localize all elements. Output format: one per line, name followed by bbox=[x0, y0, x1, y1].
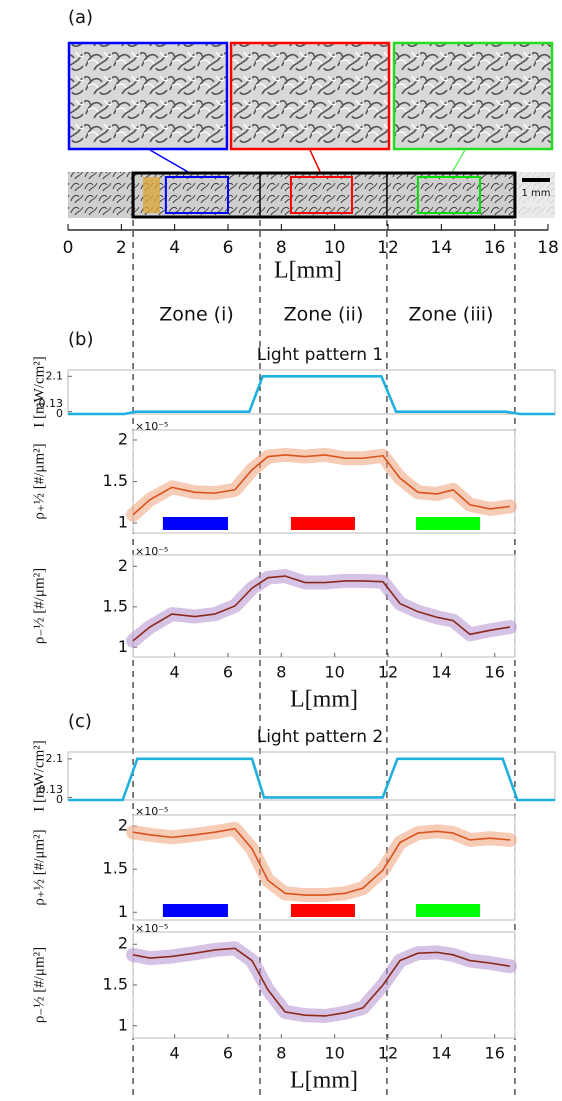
chart-title: Light pattern 1 bbox=[257, 345, 384, 365]
y-axis-label: ρ₊½ [#/μm²] bbox=[31, 829, 47, 905]
x-axis-label: L[mm] bbox=[290, 687, 358, 713]
plot-frame bbox=[133, 555, 515, 657]
x-tick-label: 6 bbox=[223, 238, 234, 258]
highlight bbox=[416, 517, 480, 530]
x-tick-label: 16 bbox=[485, 1044, 505, 1063]
highlight bbox=[163, 517, 228, 530]
x-tick-label: 8 bbox=[276, 663, 286, 682]
zone-label: Zone (i) bbox=[159, 304, 234, 326]
x-tick-label: 8 bbox=[276, 238, 287, 258]
x-tick-label: 2 bbox=[116, 238, 127, 258]
y-tick-label: 1.5 bbox=[103, 596, 128, 615]
x-tick-label: 14 bbox=[431, 238, 453, 258]
inset-blue bbox=[69, 43, 227, 149]
x-tick-label: 16 bbox=[485, 663, 505, 682]
x-tick-label: 18 bbox=[537, 238, 559, 258]
x-tick-label: 6 bbox=[223, 663, 233, 682]
x-tick-label: 10 bbox=[324, 1044, 344, 1063]
x-axis-label: L[mm] bbox=[274, 258, 342, 284]
highlight bbox=[291, 904, 355, 917]
figure: 1 mm (a) (b) (c) Zone (i) Zone (ii) Zone (… bbox=[0, 0, 562, 1101]
x-tick-label: 12 bbox=[378, 1044, 398, 1063]
series-line bbox=[68, 759, 555, 800]
x-tick-label: 10 bbox=[324, 238, 346, 258]
scale-bar-label: 1 mm bbox=[521, 188, 550, 199]
y-scale-label: ×10⁻⁵ bbox=[135, 420, 168, 433]
y-axis-label: ρ₋½ [#/μm²] bbox=[31, 568, 47, 644]
y-axis-label: ρ₋½ [#/μm²] bbox=[31, 947, 47, 1023]
y-scale-label: ×10⁻⁵ bbox=[135, 805, 168, 818]
x-tick-label: 16 bbox=[484, 238, 506, 258]
x-tick-label: 8 bbox=[276, 1044, 286, 1063]
x-tick-label: 4 bbox=[170, 1044, 180, 1063]
series-band bbox=[133, 455, 510, 515]
insets bbox=[68, 43, 555, 218]
x-tick-label: 6 bbox=[223, 1044, 233, 1063]
y-tick-label: 1.5 bbox=[103, 859, 128, 878]
panel-label: (b) bbox=[68, 329, 93, 350]
highlight bbox=[416, 904, 480, 917]
y-axis-label: I [mW/cm²] bbox=[31, 356, 47, 428]
x-tick-label: 14 bbox=[431, 1044, 451, 1063]
y-tick-label: 1.5 bbox=[103, 975, 128, 994]
inset-green bbox=[394, 43, 552, 149]
y-tick-label: 0.13 bbox=[39, 783, 64, 796]
strip-image bbox=[68, 172, 555, 218]
chart-title: Light pattern 2 bbox=[257, 727, 384, 747]
y-tick-label: 1 bbox=[118, 902, 128, 921]
inset-red bbox=[231, 43, 389, 149]
y-tick-label: 2 bbox=[118, 934, 128, 953]
x-axis-label: L[mm] bbox=[290, 1068, 358, 1094]
x-tick-label: 12 bbox=[378, 663, 398, 682]
zone-label: Zone (iii) bbox=[408, 304, 493, 326]
region bbox=[143, 177, 160, 213]
highlight bbox=[291, 517, 355, 530]
highlight bbox=[163, 904, 228, 917]
series-band bbox=[133, 576, 510, 641]
y-tick-label: 1.5 bbox=[103, 471, 128, 490]
x-tick-label: 4 bbox=[169, 238, 180, 258]
x-tick-label: 0 bbox=[63, 238, 74, 258]
x-tick-label: 4 bbox=[170, 663, 180, 682]
y-tick-label: 1 bbox=[118, 1015, 128, 1034]
x-tick-label: 14 bbox=[431, 663, 451, 682]
y-scale-label: ×10⁻⁵ bbox=[135, 922, 168, 935]
panel-label: (c) bbox=[68, 711, 92, 732]
panel-label: (a) bbox=[68, 7, 93, 28]
y-tick-label: 2.1 bbox=[46, 752, 64, 765]
y-axis-label: ρ₊½ [#/μm²] bbox=[31, 443, 47, 519]
y-tick-label: 2 bbox=[118, 429, 128, 448]
x-tick-label: 12 bbox=[377, 238, 399, 258]
y-tick-label: 2.1 bbox=[46, 369, 64, 382]
series-band bbox=[133, 829, 510, 895]
x-tick-label: 10 bbox=[324, 663, 344, 682]
series-band bbox=[133, 948, 510, 1016]
series-line bbox=[68, 376, 555, 414]
y-tick-label: 0.13 bbox=[39, 397, 64, 410]
zone-label: Zone (ii) bbox=[284, 304, 364, 326]
y-tick-label: 2 bbox=[118, 556, 128, 575]
y-scale-label: ×10⁻⁵ bbox=[135, 545, 168, 558]
